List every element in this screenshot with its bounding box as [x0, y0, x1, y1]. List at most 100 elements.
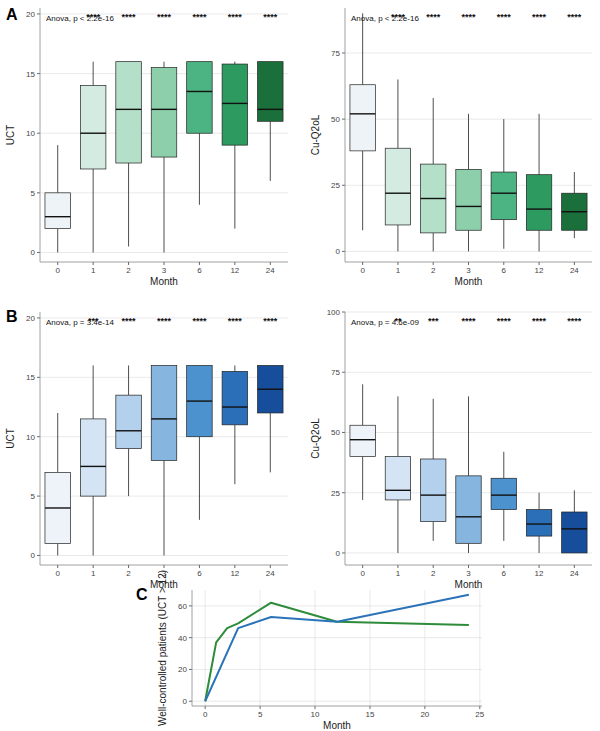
box [562, 193, 587, 230]
tick-mark [433, 262, 434, 265]
tick-label: 0 [203, 710, 208, 719]
box [80, 419, 106, 496]
tick-label: 5 [258, 710, 263, 719]
box [222, 64, 248, 145]
tick-label: 0 [55, 266, 60, 275]
lower-whisker [199, 437, 200, 520]
tick-mark [539, 565, 540, 568]
box [526, 175, 551, 231]
tick-mark [342, 552, 345, 553]
upper-whisker [397, 396, 398, 456]
significance-label: **** [157, 12, 172, 22]
significance-label: **** [228, 12, 243, 22]
tick-label: 1 [91, 569, 96, 578]
upper-whisker [539, 493, 540, 510]
upper-whisker [234, 365, 235, 371]
median-line [491, 193, 516, 194]
lower-whisker [433, 233, 434, 252]
tick-label: 25 [475, 710, 484, 719]
tick-mark [503, 262, 504, 265]
lower-whisker [234, 145, 235, 228]
lower-whisker [468, 543, 469, 553]
data-line [205, 595, 469, 701]
box [222, 371, 248, 424]
median-line [526, 523, 551, 524]
median-line [491, 494, 516, 495]
y-axis-line [40, 312, 41, 565]
lower-whisker [539, 536, 540, 553]
tick-label: 24 [266, 266, 275, 275]
median-line [421, 198, 446, 199]
significance-label: **** [426, 12, 441, 22]
tick-mark [37, 133, 40, 134]
median-line [421, 494, 446, 495]
x-axis-line [192, 706, 482, 707]
box [491, 478, 516, 509]
annotation: Anova, p = 3.4e-14 [46, 318, 114, 327]
box [187, 365, 213, 436]
tick-label: 0 [55, 569, 60, 578]
lower-whisker [362, 457, 363, 500]
significance-label: **** [532, 316, 547, 326]
lower-whisker [433, 522, 434, 541]
tick-label: 0 [31, 248, 36, 257]
grid-line [260, 590, 261, 706]
grid-line [479, 590, 480, 706]
tick-label: 6 [197, 266, 202, 275]
tick-label: 10 [311, 710, 320, 719]
tick-label: 50 [331, 115, 340, 124]
tick-label: 10 [26, 129, 35, 138]
tick-label: 1 [396, 266, 401, 275]
tick-mark [128, 565, 129, 568]
marks [45, 62, 283, 253]
marks [205, 595, 469, 701]
significance-label: **** [461, 316, 476, 326]
tick-mark [57, 565, 58, 568]
tick-label: 24 [570, 266, 579, 275]
lower-whisker [164, 157, 165, 252]
tick-label: 6 [197, 569, 202, 578]
y-axis-label: Cu-Q2oL [310, 114, 321, 155]
significance-label: **** [192, 12, 207, 22]
lower-whisker [234, 425, 235, 484]
median-line [80, 466, 106, 467]
y-axis-label: Cu-Q2oL [310, 418, 321, 459]
median-line [385, 490, 410, 491]
tick-mark [37, 192, 40, 193]
lower-whisker [397, 225, 398, 251]
panel-label: A [6, 6, 18, 23]
upper-whisker [433, 98, 434, 164]
tick-mark [397, 565, 398, 568]
median-line [116, 430, 142, 431]
upper-whisker [503, 119, 504, 172]
box [151, 68, 177, 157]
tick-mark [234, 565, 235, 568]
panel-label: C [136, 586, 148, 603]
median-line [151, 109, 177, 110]
tick-mark [93, 565, 94, 568]
median-line [350, 113, 375, 114]
median-line [562, 528, 587, 529]
upper-whisker [93, 62, 94, 86]
box [421, 459, 446, 522]
tick-label: 0 [183, 697, 188, 706]
tick-label: 40 [178, 634, 187, 643]
panel-label: B [6, 308, 18, 325]
tick-mark [362, 565, 363, 568]
x-axis-label: Month [323, 720, 351, 731]
box [526, 510, 551, 537]
median-line [456, 206, 481, 207]
significance-label: **** [228, 316, 243, 326]
tick-label: 20 [26, 314, 35, 323]
tick-mark [37, 496, 40, 497]
tick-mark [93, 262, 94, 265]
tick-label: 6 [502, 266, 507, 275]
grid-line [424, 590, 425, 706]
tick-label: 24 [570, 569, 579, 578]
median-line [222, 406, 248, 407]
box [350, 425, 375, 456]
box-chart: 05101520UCTMonthB01***2****3****6****12*… [5, 308, 288, 590]
tick-mark [342, 312, 345, 313]
y-axis-line [40, 8, 41, 262]
tick-mark [189, 701, 192, 702]
